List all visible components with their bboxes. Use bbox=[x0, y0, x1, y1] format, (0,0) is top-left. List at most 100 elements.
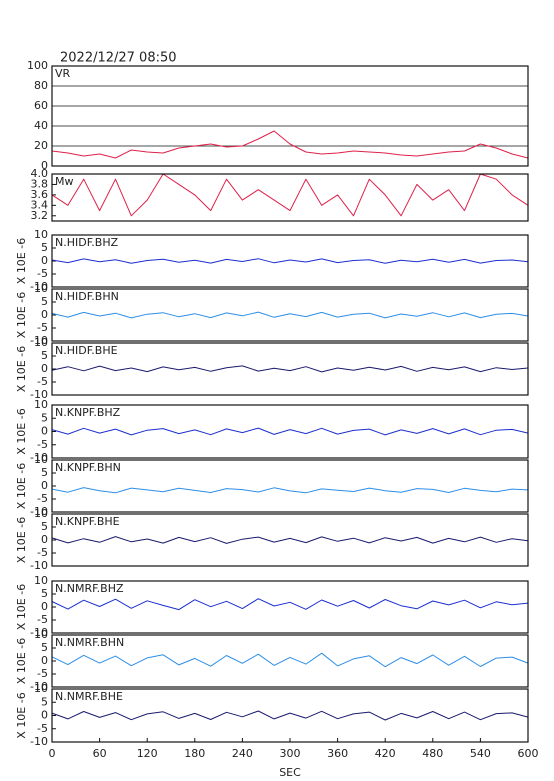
y-tick-label: 0 bbox=[41, 159, 48, 172]
y-tick-label: 5 bbox=[41, 466, 48, 479]
trace bbox=[51, 427, 529, 436]
x-tick-label: 540 bbox=[470, 747, 491, 760]
x-tick-label: 600 bbox=[518, 747, 539, 760]
y-tick-label: 10 bbox=[34, 398, 48, 411]
y-tick-label: 10 bbox=[34, 682, 48, 695]
y-axis-label: X 10E -6 bbox=[15, 408, 28, 454]
y-tick-label: 3.4 bbox=[31, 198, 49, 211]
y-tick-label: -10 bbox=[30, 559, 48, 572]
y-axis-label: X 10E -6 bbox=[15, 584, 28, 630]
y-tick-label: 0 bbox=[41, 709, 48, 722]
y-tick-label: 5 bbox=[41, 695, 48, 708]
y-tick-label: -10 bbox=[30, 735, 48, 748]
y-axis-label: X 10E -6 bbox=[15, 638, 28, 684]
y-tick-label: 0 bbox=[41, 600, 48, 613]
y-tick-label: 0 bbox=[41, 654, 48, 667]
y-tick-label: -10 bbox=[30, 388, 48, 401]
panel-label: N.KNPF.BHZ bbox=[55, 406, 121, 419]
y-tick-label: -10 bbox=[30, 280, 48, 293]
y-axis-label: X 10E -6 bbox=[15, 238, 28, 284]
y-tick-label: 5 bbox=[41, 295, 48, 308]
y-tick-label: 20 bbox=[34, 139, 48, 152]
y-tick-label: -5 bbox=[37, 613, 48, 626]
y-tick-label: 5 bbox=[41, 587, 48, 600]
x-tick-label: 60 bbox=[93, 747, 107, 760]
panel-label: N.NMRF.BHZ bbox=[55, 582, 124, 595]
panel-label: N.HIDF.BHE bbox=[55, 344, 118, 357]
trace bbox=[51, 487, 529, 494]
y-tick-label: 60 bbox=[34, 99, 48, 112]
plot-frame bbox=[51, 404, 529, 459]
x-tick-label: 480 bbox=[422, 747, 443, 760]
y-tick-label: 0 bbox=[41, 254, 48, 267]
trace bbox=[51, 130, 529, 159]
plot-frame bbox=[51, 173, 529, 222]
y-axis-label: X 10E -6 bbox=[15, 692, 28, 738]
y-tick-label: -5 bbox=[37, 492, 48, 505]
y-tick-label: 10 bbox=[34, 228, 48, 241]
y-tick-label: 10 bbox=[34, 282, 48, 295]
y-tick-label: -5 bbox=[37, 546, 48, 559]
y-axis-label: X 10E -6 bbox=[15, 517, 28, 563]
y-axis-label: X 10E -6 bbox=[15, 346, 28, 392]
plot-frame bbox=[51, 513, 529, 567]
panel-label: VR bbox=[55, 67, 71, 80]
trace bbox=[51, 365, 529, 373]
y-tick-label: 5 bbox=[41, 411, 48, 424]
y-tick-label: -5 bbox=[37, 667, 48, 680]
panel-label: N.NMRF.BHN bbox=[55, 636, 124, 649]
trace bbox=[51, 536, 529, 544]
y-tick-label: 0 bbox=[41, 362, 48, 375]
y-tick-label: -10 bbox=[30, 626, 48, 639]
y-tick-label: 10 bbox=[34, 628, 48, 641]
x-axis-label: SEC bbox=[279, 766, 301, 779]
trace bbox=[51, 311, 529, 319]
y-tick-label: 10 bbox=[34, 574, 48, 587]
y-tick-label: -5 bbox=[37, 438, 48, 451]
y-tick-label: 100 bbox=[27, 59, 48, 72]
plot-frame bbox=[51, 459, 529, 513]
trace bbox=[51, 258, 529, 264]
plot-frame bbox=[51, 342, 529, 396]
y-tick-label: 0 bbox=[41, 425, 48, 438]
x-tick-label: 420 bbox=[375, 747, 396, 760]
plot-frame bbox=[51, 234, 529, 288]
y-tick-label: 10 bbox=[34, 336, 48, 349]
y-tick-label: -10 bbox=[30, 334, 48, 347]
y-tick-label: 40 bbox=[34, 119, 48, 132]
y-tick-label: 4.0 bbox=[31, 167, 49, 180]
x-tick-label: 360 bbox=[327, 747, 348, 760]
y-axis-label: X 10E -6 bbox=[15, 292, 28, 338]
panel-label: N.HIDF.BHZ bbox=[55, 236, 119, 249]
y-tick-label: 3.8 bbox=[31, 177, 49, 190]
y-tick-label: -5 bbox=[37, 722, 48, 735]
y-tick-label: -10 bbox=[30, 451, 48, 464]
y-tick-label: 0 bbox=[41, 479, 48, 492]
trace bbox=[51, 710, 529, 721]
y-axis-label: X 10E -6 bbox=[15, 463, 28, 509]
y-tick-label: -5 bbox=[37, 321, 48, 334]
y-tick-label: 10 bbox=[34, 453, 48, 466]
trace bbox=[51, 598, 529, 611]
plot-frame bbox=[51, 65, 529, 167]
panel-label: N.NMRF.BHE bbox=[55, 690, 123, 703]
plot-frame bbox=[51, 580, 529, 634]
y-tick-label: 5 bbox=[41, 641, 48, 654]
panel-label: N.KNPF.BHE bbox=[55, 515, 120, 528]
y-tick-label: 5 bbox=[41, 349, 48, 362]
x-tick-label: 180 bbox=[184, 747, 205, 760]
panel-label: N.HIDF.BHN bbox=[55, 290, 119, 303]
y-tick-label: -5 bbox=[37, 267, 48, 280]
y-tick-label: 0 bbox=[41, 533, 48, 546]
x-tick-label: 0 bbox=[49, 747, 56, 760]
y-tick-label: 0 bbox=[41, 308, 48, 321]
y-tick-label: 3.2 bbox=[31, 209, 49, 222]
panel-label: Mw bbox=[55, 175, 74, 188]
x-tick-label: 300 bbox=[280, 747, 301, 760]
panel-label: N.KNPF.BHN bbox=[55, 461, 121, 474]
timestamp: 2022/12/27 08:50 bbox=[60, 51, 177, 66]
plot-frame bbox=[51, 634, 529, 688]
trace bbox=[51, 173, 529, 217]
